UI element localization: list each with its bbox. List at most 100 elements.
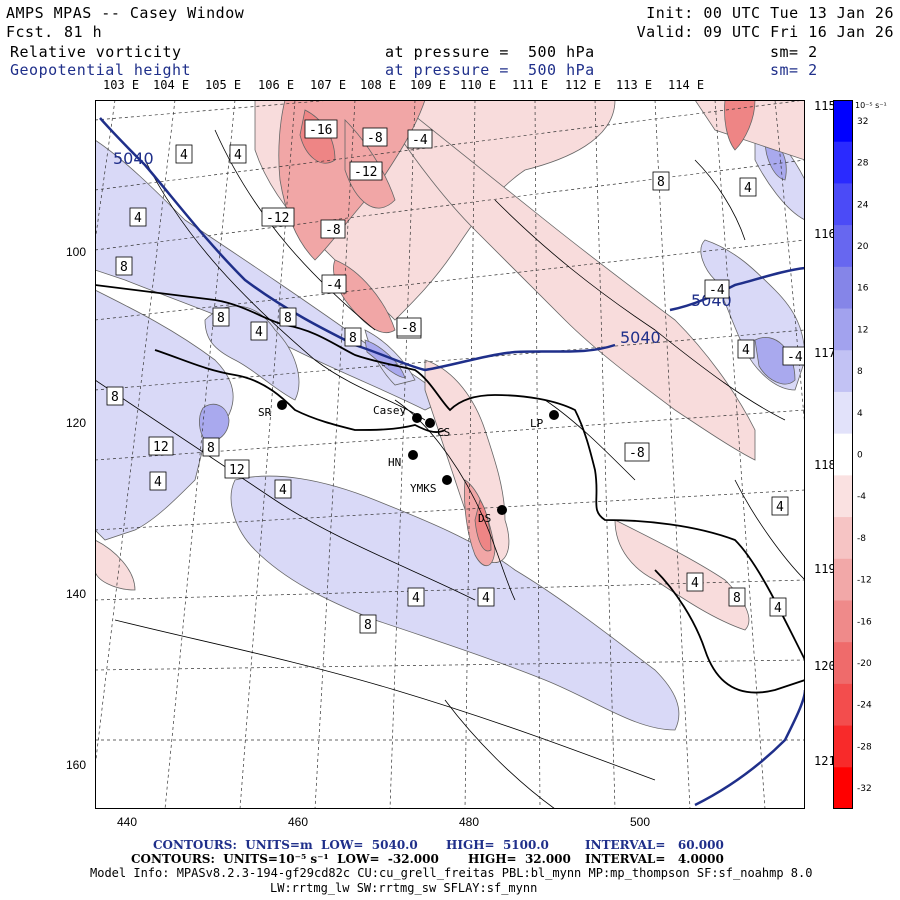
valid-time: Valid: 09 UTC Fri 16 Jan 26 <box>636 23 894 41</box>
lat-lon-grid <box>95 100 805 809</box>
colorbar-frame <box>833 100 853 809</box>
footer-vorticity-interval: INTERVAL= 4.0000 <box>585 852 724 866</box>
colorbar-tick-label: -8 <box>857 534 866 544</box>
longitude-label: 107 E <box>310 78 347 92</box>
map-frame <box>95 100 805 809</box>
vorticity-label: 4 <box>154 475 162 490</box>
vorticity-label-box <box>279 307 297 327</box>
vorticity-label: -8 <box>325 223 341 238</box>
colorbar-tick-label: -4 <box>857 492 866 502</box>
colorbar-tick-label: 28 <box>857 159 869 169</box>
vorticity-label: -8 <box>401 321 417 336</box>
footer-height-interval: INTERVAL= 60.000 <box>585 838 724 852</box>
footer-height-contours: CONTOURS: UNITS=m LOW= 5040.0 <box>153 838 418 852</box>
vorticity-label-box <box>652 171 670 191</box>
vorticity-label: -4 <box>709 283 725 298</box>
forecast-hours: 81 h <box>64 23 103 41</box>
vorticity-label-box <box>320 219 346 239</box>
y-tick: 120 <box>66 416 87 430</box>
colorbar-swatch <box>833 600 853 643</box>
vorticity-label-box <box>704 279 730 299</box>
vorticity-label: -8 <box>629 446 645 461</box>
station-ds-marker <box>497 505 507 515</box>
colorbar: 32 28 24 20 16 12 8 4 0 -4 -8 -12 -16 -20 -24 -28 -32 10… <box>833 100 887 809</box>
colorbar-tick-label: -20 <box>857 659 872 669</box>
height-label: 5040 <box>620 328 661 347</box>
colorbar-tick-label: 4 <box>857 409 863 419</box>
colorbar-tick-label: -12 <box>857 576 872 586</box>
vorticity-label: 4 <box>744 181 752 196</box>
colorbar-swatch <box>833 266 853 310</box>
longitude-label: 106 E <box>258 78 295 92</box>
colorbar-tick-label: 16 <box>857 284 869 294</box>
vorticity-label-box <box>624 442 650 462</box>
colorbar-tick-label: -28 <box>857 742 872 752</box>
colorbar-tick-label: 24 <box>857 200 869 210</box>
height-label: 5040 <box>113 149 154 168</box>
y-tick: 100 <box>66 245 87 259</box>
vorticity-label: -4 <box>326 278 342 293</box>
colorbar-swatch <box>833 517 853 560</box>
vorticity-label: 4 <box>134 211 142 226</box>
vorticity-label: 8 <box>207 441 215 456</box>
vorticity-label-box <box>737 339 755 359</box>
vorticity-label-box <box>686 572 704 592</box>
y-tick: 160 <box>66 758 87 772</box>
field-2-name: Geopotential height <box>10 61 192 79</box>
footer-model-info-2: LW:rrtmg_lw SW:rrtmg_sw SFLAY:sf_mynn <box>270 881 538 895</box>
vorticity-label: 4 <box>482 591 490 606</box>
station-cs-label: CS <box>437 426 450 439</box>
x-tick: 500 <box>630 815 651 829</box>
vorticity-label-box <box>175 144 193 164</box>
colorbar-swatch <box>833 183 853 226</box>
longitude-label: 104 E <box>153 78 190 92</box>
station-sr-marker <box>277 400 287 410</box>
station-lp-label: LP <box>530 417 544 430</box>
colorbar-tick-label: 8 <box>857 367 863 377</box>
vorticity-label-box <box>407 587 425 607</box>
vorticity-label-box <box>349 161 383 181</box>
vorticity-label: -4 <box>787 350 803 365</box>
vorticity-label: 8 <box>111 390 119 405</box>
field-1-name: Relative vorticity <box>10 43 182 61</box>
vorticity-label: 4 <box>774 601 782 616</box>
vorticity-label: 8 <box>284 311 292 326</box>
footer-height-high: HIGH= 5100.0 <box>446 838 549 852</box>
longitude-label: 111 E <box>512 78 549 92</box>
vorticity-label-box <box>344 327 362 347</box>
vorticity-label: 4 <box>742 343 750 358</box>
vorticity-label: 4 <box>234 148 242 163</box>
field-1-smoothing: sm= 2 <box>770 43 818 61</box>
station-casey-marker <box>412 413 422 423</box>
vorticity-label-box <box>362 127 388 147</box>
colorbar-units: 10⁻⁵ s⁻¹ <box>855 101 887 110</box>
colorbar-swatch <box>833 683 853 727</box>
footer-vorticity-high: HIGH= 32.000 <box>468 852 571 866</box>
colorbar-swatch <box>833 141 853 184</box>
vorticity-label-box <box>739 177 757 197</box>
vorticity-label-box <box>407 129 433 149</box>
vorticity-label-box <box>250 321 268 341</box>
x-tick: 460 <box>288 815 309 829</box>
station-labels: SR Casey CS HN YMKS DS LP <box>258 404 544 525</box>
plot-title: AMPS MPAS -- Casey Window <box>6 4 245 22</box>
colorbar-swatch <box>833 100 853 143</box>
longitude-label: 105 E <box>205 78 242 92</box>
forecast-label: Fcst. <box>6 23 54 41</box>
vorticity-label: -4 <box>412 133 428 148</box>
footer-vorticity-contours: CONTOURS: UNITS=10⁻⁵ s⁻¹ LOW= -32.000 <box>131 852 439 866</box>
colorbar-swatch <box>833 558 853 601</box>
vorticity-label-box <box>274 479 292 499</box>
vorticity-contour-labels: -16 -8 -4 -12 -12 -8 -4 4 4 4 8 8 8 8 4 -8 -4 8 12 8 4 12 4 8 4 -… <box>106 119 805 634</box>
station-sr-label: SR <box>258 406 272 419</box>
station-lp-marker <box>549 410 559 420</box>
vorticity-label: 8 <box>120 260 128 275</box>
vorticity-label-box <box>148 436 174 456</box>
x-tick: 480 <box>459 815 480 829</box>
colorbar-tick-label: 0 <box>857 451 863 461</box>
longitude-label: 113 E <box>616 78 653 92</box>
vorticity-label-box <box>115 256 133 276</box>
station-casey-label: Casey <box>373 404 406 417</box>
station-hn-label: HN <box>388 456 401 469</box>
station-hn-marker <box>408 450 418 460</box>
